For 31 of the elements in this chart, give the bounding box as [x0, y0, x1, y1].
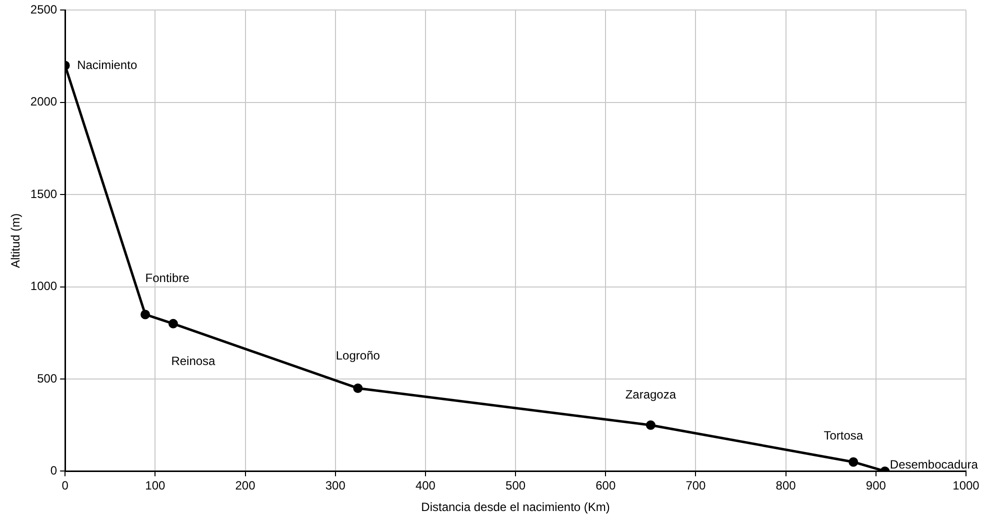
point [140, 310, 150, 320]
x-tick-label: 900 [866, 478, 886, 493]
annotation: Logroño [336, 348, 380, 363]
annotation: Fontibre [145, 270, 190, 285]
x-tick-label: 1000 [952, 478, 980, 493]
x-tick-label: 500 [506, 478, 526, 493]
x-tick-label: 700 [686, 478, 706, 493]
annotation: Tortosa [824, 428, 864, 442]
y-tick-label: 2500 [30, 2, 58, 17]
y-tick-label: 1000 [30, 279, 58, 294]
annotation: Zaragoza [625, 387, 676, 402]
x-tick-label: 800 [776, 478, 796, 493]
point [353, 383, 363, 393]
annotation: Desembocadura [890, 458, 978, 472]
y-tick-label: 500 [37, 371, 58, 386]
x-tick-label: 200 [235, 478, 256, 493]
y-tick-label: 0 [50, 464, 58, 478]
annotation: Reinosa [171, 354, 216, 368]
x-tick-label: 300 [325, 478, 346, 493]
point [848, 457, 858, 467]
x-tick-label: 100 [145, 478, 166, 493]
y-tick-label: 2000 [30, 94, 58, 109]
x-tick-label: 400 [415, 478, 436, 493]
x-tick-label: 0 [62, 478, 69, 493]
y-tick-label: 1500 [30, 186, 58, 201]
annotation: Nacimiento [77, 58, 138, 72]
x-tick-label: 600 [596, 478, 616, 493]
point [646, 420, 656, 430]
x-axis-title: Distancia desde el nacimiento (Km) [421, 500, 610, 514]
point [168, 318, 178, 328]
y-axis-title: Altitud (m) [8, 213, 23, 268]
